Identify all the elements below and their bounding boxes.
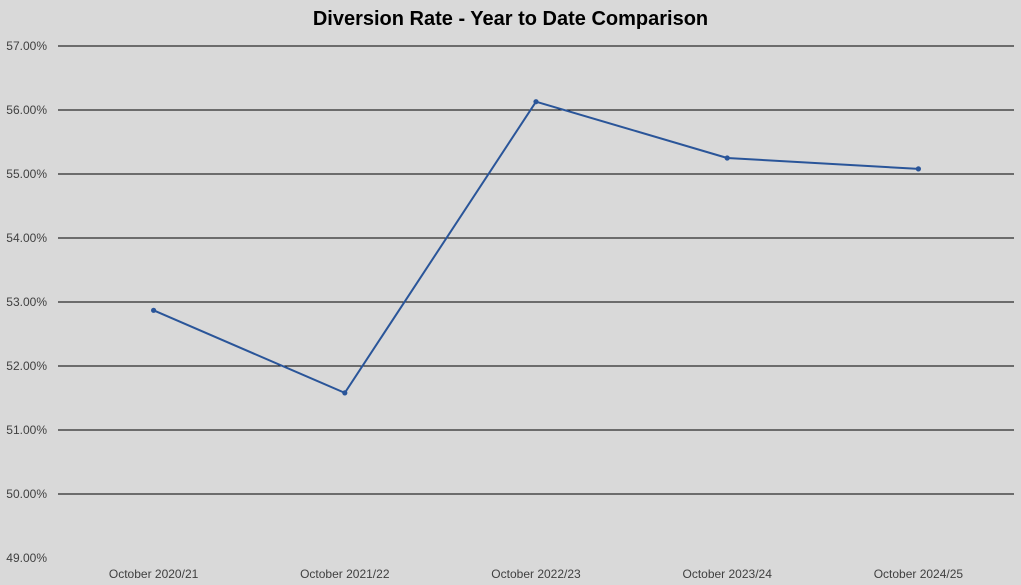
y-tick-label: 54.00% xyxy=(6,231,47,245)
y-axis: 49.00% 50.00% 51.00% 52.00% 53.00% 54.00% 55.0… xyxy=(6,39,47,565)
data-point xyxy=(724,155,730,161)
x-tick-label: October 2020/21 xyxy=(109,567,199,581)
y-tick-label: 51.00% xyxy=(6,423,47,437)
y-tick-label: 57.00% xyxy=(6,39,47,53)
chart-title: Diversion Rate - Year to Date Comparison xyxy=(312,8,709,30)
x-axis: October 2020/21 October 2021/22 October 20… xyxy=(109,567,964,581)
data-point xyxy=(151,307,157,313)
data-point xyxy=(342,390,348,396)
data-point xyxy=(533,99,539,105)
y-tick-label: 56.00% xyxy=(6,103,47,117)
y-tick-label: 53.00% xyxy=(6,295,47,309)
gridlines xyxy=(58,45,1014,495)
series xyxy=(151,99,922,396)
y-tick-label: 49.00% xyxy=(6,551,47,565)
y-tick-label: 52.00% xyxy=(6,359,47,373)
x-tick-label: October 2024/25 xyxy=(874,567,964,581)
x-tick-label: October 2023/24 xyxy=(682,567,772,581)
x-tick-label: October 2022/23 xyxy=(491,567,581,581)
data-point xyxy=(915,166,922,172)
y-tick-label: 55.00% xyxy=(6,167,47,181)
series-line xyxy=(153,100,919,394)
x-tick-label: October 2021/22 xyxy=(300,567,390,581)
y-tick-label: 50.00% xyxy=(6,487,47,501)
